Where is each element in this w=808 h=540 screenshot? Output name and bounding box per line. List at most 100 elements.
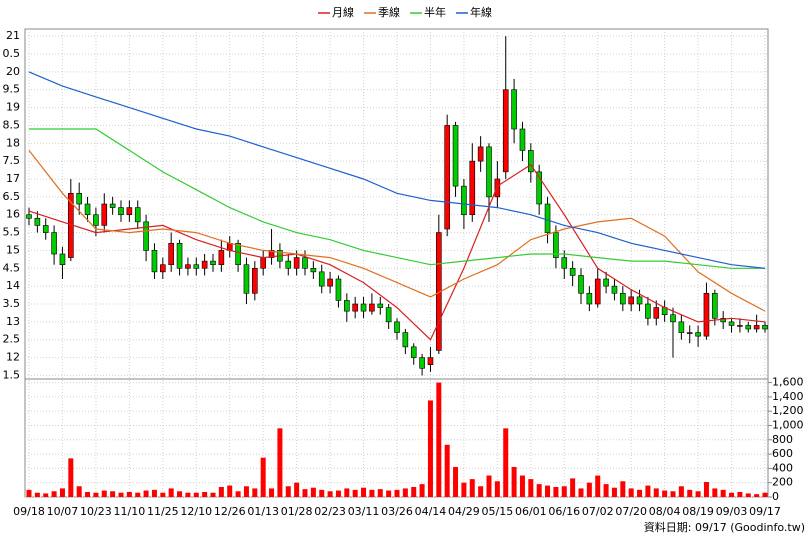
moving-average-line [29, 128, 765, 269]
x-tick-label: 07/20 [615, 505, 647, 518]
candle-body [444, 125, 450, 230]
volume-bar [168, 488, 174, 497]
candle-body [762, 325, 768, 330]
volume-bar [151, 489, 157, 497]
y2-tick-label: 1,600 [772, 376, 804, 389]
volume-bar [411, 486, 417, 497]
volume-bar [561, 486, 567, 497]
volume-bar [43, 493, 49, 497]
volume-bar [118, 492, 124, 497]
volume-bar [402, 488, 408, 497]
candle-body [168, 242, 174, 266]
candle-body [126, 207, 133, 216]
y-tick-label: 8.5 [3, 118, 21, 131]
candle-body [636, 296, 643, 305]
candle-body [26, 214, 32, 219]
candle-body [59, 253, 66, 266]
y-tick-label: 4.5 [3, 261, 21, 274]
x-tick-label: 11/10 [114, 505, 146, 518]
volume-bar [335, 490, 341, 497]
candle-body [42, 225, 49, 233]
y2-tick-label: 1,400 [772, 390, 804, 403]
x-tick-label: 12/10 [180, 505, 212, 518]
x-tick-label: 05/15 [482, 505, 514, 518]
volume-bar [511, 466, 517, 497]
y-tick-label: 7.5 [3, 154, 21, 167]
volume-bar [243, 486, 249, 497]
volume-bar [595, 475, 601, 497]
volume-bar [729, 492, 735, 497]
candle-body [143, 221, 149, 251]
y-tick-label: 13 [6, 315, 20, 328]
volume-bar [294, 482, 300, 497]
volume-bar [720, 489, 726, 497]
volume-bar [160, 492, 166, 497]
volume-bar [453, 466, 459, 497]
candle-body [645, 303, 651, 319]
candle-body [76, 192, 82, 205]
candle-body [603, 278, 609, 287]
volume-bar [319, 489, 325, 497]
y-tick-label: 2.5 [3, 333, 21, 346]
candle-body [385, 307, 392, 323]
volume-bar [620, 481, 626, 497]
y-tick-label: 1.5 [3, 368, 21, 381]
volume-bar [34, 492, 40, 497]
candle-body [620, 292, 626, 305]
volume-bar [110, 491, 116, 497]
x-tick-label: 01/28 [281, 505, 313, 518]
moving-average-line [28, 163, 766, 341]
candle-body [569, 267, 576, 276]
candle-body [477, 146, 484, 162]
x-tick-label: 10/07 [47, 505, 79, 518]
candle-body [235, 242, 241, 266]
candle-body [268, 250, 275, 258]
candle-body [34, 217, 41, 226]
candle-body [318, 271, 325, 287]
volume-bar [310, 487, 316, 497]
volume-bar [185, 492, 191, 497]
volume-bar [536, 484, 542, 497]
legend-label: 年線 [470, 5, 492, 19]
candle-body [344, 300, 350, 312]
volume-bar [611, 487, 617, 497]
volume-bar [143, 490, 149, 497]
volume-bar [695, 491, 701, 497]
y-tick-label: 6.5 [3, 190, 21, 203]
volume-bar [85, 491, 91, 497]
volume-bar [126, 491, 132, 497]
volume-bar [101, 490, 107, 497]
volume-bar [603, 484, 609, 497]
candle-body [427, 357, 434, 366]
volume-bar [302, 489, 308, 497]
candle-body [511, 89, 517, 130]
candle-body [494, 178, 501, 198]
y-tick-label: 9.5 [3, 83, 21, 96]
candle-body [586, 292, 593, 305]
candle-body [402, 332, 409, 348]
candle-body [109, 203, 116, 208]
candle-body [84, 203, 91, 216]
candle-body [628, 296, 634, 305]
volume-bar [553, 486, 559, 497]
moving-average-line [28, 71, 766, 269]
candle-body [737, 325, 743, 327]
volume-bar [26, 489, 32, 497]
legend-label: 半年 [424, 5, 446, 19]
y-tick-label: 0.5 [3, 47, 21, 60]
candle-body [419, 357, 425, 369]
volume-bar [762, 492, 768, 497]
y2-tick-label: 0 [772, 490, 779, 503]
volume-bar [469, 479, 475, 497]
volume-bar [645, 485, 651, 497]
candle-body [703, 292, 710, 337]
volume-bar [637, 489, 643, 497]
volume-bar [76, 486, 82, 497]
volume-bar [68, 458, 74, 497]
candle-body [728, 321, 735, 326]
candle-body [285, 260, 292, 269]
x-tick-label: 04/29 [448, 505, 480, 518]
volume-bar [51, 491, 57, 497]
volume-bar [586, 482, 592, 497]
